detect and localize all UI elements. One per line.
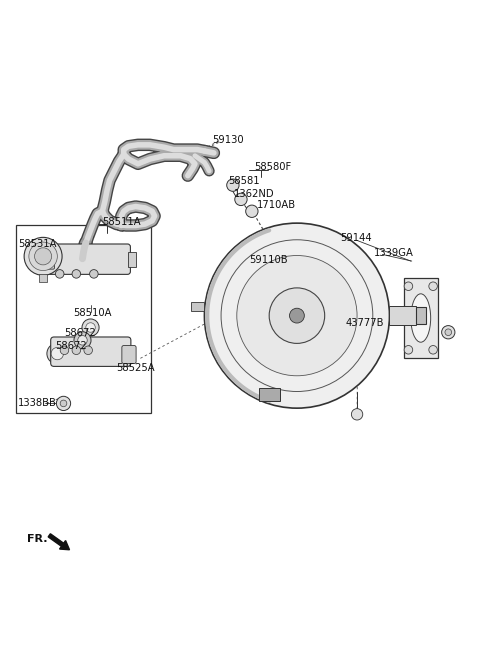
Text: 1710AB: 1710AB [257,200,296,210]
Circle shape [72,270,81,278]
FancyArrow shape [48,534,70,550]
FancyBboxPatch shape [47,244,131,274]
Circle shape [269,288,324,343]
Circle shape [51,347,63,360]
Circle shape [404,346,413,354]
Circle shape [84,346,93,354]
FancyBboxPatch shape [51,337,131,366]
Circle shape [60,346,69,354]
Circle shape [351,409,363,420]
Text: 58510A: 58510A [73,309,111,318]
Circle shape [72,346,81,354]
Text: 58672: 58672 [55,341,87,350]
Circle shape [227,179,239,191]
Bar [416,307,426,324]
Circle shape [82,319,99,336]
Ellipse shape [411,294,431,342]
Text: 58525A: 58525A [117,363,155,373]
Circle shape [445,329,452,335]
Circle shape [78,335,87,345]
Circle shape [429,346,437,354]
Circle shape [56,396,71,411]
Circle shape [60,400,67,407]
Text: 1338BB: 1338BB [18,398,57,409]
Text: 59130: 59130 [213,135,244,145]
Circle shape [429,282,437,291]
Text: 58580F: 58580F [254,162,291,172]
Bar [16,225,151,413]
Bar [404,278,438,358]
Circle shape [56,270,64,278]
Text: 58511A: 58511A [102,217,141,227]
FancyBboxPatch shape [122,346,136,364]
Circle shape [442,326,455,339]
Text: 59110B: 59110B [250,255,288,265]
Circle shape [204,223,389,408]
Circle shape [24,237,62,275]
Text: FR.: FR. [27,534,48,544]
Circle shape [90,270,98,278]
Text: 1362ND: 1362ND [234,189,275,198]
Text: 1339GA: 1339GA [374,248,414,257]
Bar [259,388,280,401]
Circle shape [237,255,357,376]
Bar [191,303,204,311]
Circle shape [47,343,68,364]
Circle shape [246,205,258,217]
Text: 58672: 58672 [64,328,96,338]
Bar [389,306,416,325]
Text: 58581: 58581 [228,176,260,187]
Circle shape [289,309,304,323]
FancyBboxPatch shape [42,256,55,269]
Bar [39,274,47,282]
Text: 43777B: 43777B [345,318,384,328]
Bar [128,252,136,267]
Circle shape [35,248,52,265]
Circle shape [404,282,413,291]
Circle shape [235,193,247,206]
Circle shape [74,332,91,349]
Text: 58531A: 58531A [18,240,57,250]
Text: 59144: 59144 [341,233,372,243]
Circle shape [29,242,57,271]
Circle shape [86,323,96,332]
